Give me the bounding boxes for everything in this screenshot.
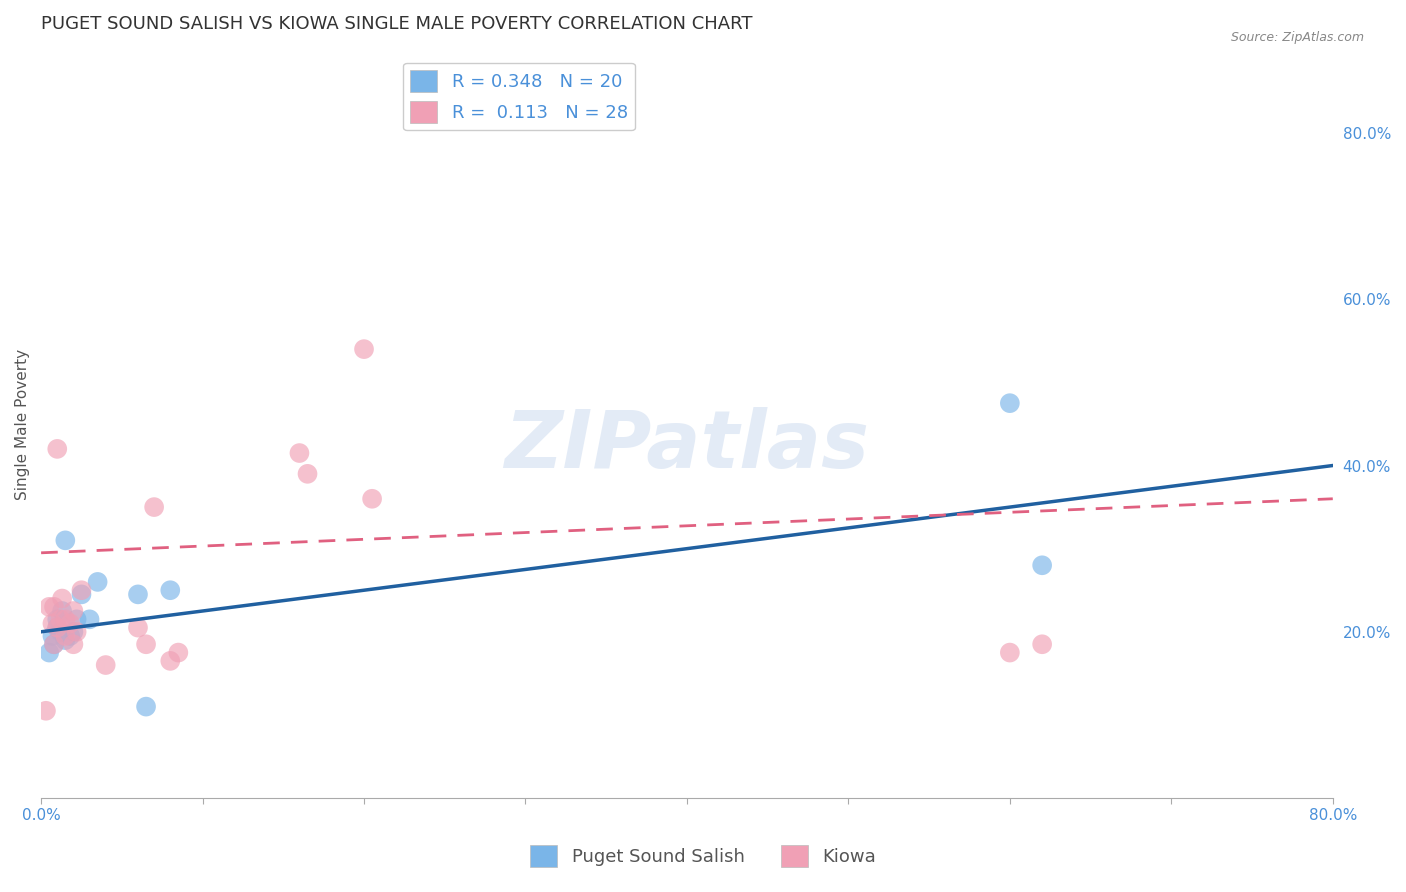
Point [297, 467, 319, 481]
Point [159, 583, 181, 598]
Point [127, 587, 149, 601]
Point [51, 591, 73, 606]
Point [143, 500, 166, 514]
Point [53, 533, 76, 548]
Point [1031, 637, 1053, 651]
Point [46, 621, 69, 635]
Point [46, 612, 69, 626]
Point [42, 637, 65, 651]
Point [70, 587, 93, 601]
Point [49, 612, 72, 626]
Point [53, 633, 76, 648]
Point [38, 599, 60, 614]
Point [62, 637, 84, 651]
Point [62, 624, 84, 639]
Point [998, 646, 1021, 660]
Legend: R = 0.348   N = 20, R =  0.113   N = 28: R = 0.348 N = 20, R = 0.113 N = 28 [404, 62, 636, 130]
Point [353, 342, 375, 356]
Point [86, 574, 108, 589]
Point [79, 612, 101, 626]
Point [49, 624, 72, 639]
Legend: Puget Sound Salish, Kiowa: Puget Sound Salish, Kiowa [523, 838, 883, 874]
Point [41, 629, 63, 643]
Point [167, 646, 190, 660]
Point [998, 396, 1021, 410]
Point [51, 604, 73, 618]
Point [127, 621, 149, 635]
Point [94, 658, 117, 673]
Point [135, 699, 157, 714]
Point [59, 629, 82, 643]
Point [53, 629, 76, 643]
Point [53, 612, 76, 626]
Point [361, 491, 384, 506]
Text: PUGET SOUND SALISH VS KIOWA SINGLE MALE POVERTY CORRELATION CHART: PUGET SOUND SALISH VS KIOWA SINGLE MALE … [41, 15, 752, 33]
Point [1031, 558, 1053, 573]
Point [159, 654, 181, 668]
Y-axis label: Single Male Poverty: Single Male Poverty [15, 349, 30, 500]
Point [38, 646, 60, 660]
Point [288, 446, 311, 460]
Point [135, 637, 157, 651]
Point [62, 604, 84, 618]
Point [46, 621, 69, 635]
Point [59, 616, 82, 631]
Point [42, 599, 65, 614]
Point [66, 624, 89, 639]
Text: Source: ZipAtlas.com: Source: ZipAtlas.com [1230, 31, 1364, 45]
Point [42, 637, 65, 651]
Point [66, 612, 89, 626]
Point [46, 442, 69, 456]
Point [70, 583, 93, 598]
Point [35, 704, 58, 718]
Text: ZIPatlas: ZIPatlas [505, 408, 869, 485]
Point [41, 616, 63, 631]
